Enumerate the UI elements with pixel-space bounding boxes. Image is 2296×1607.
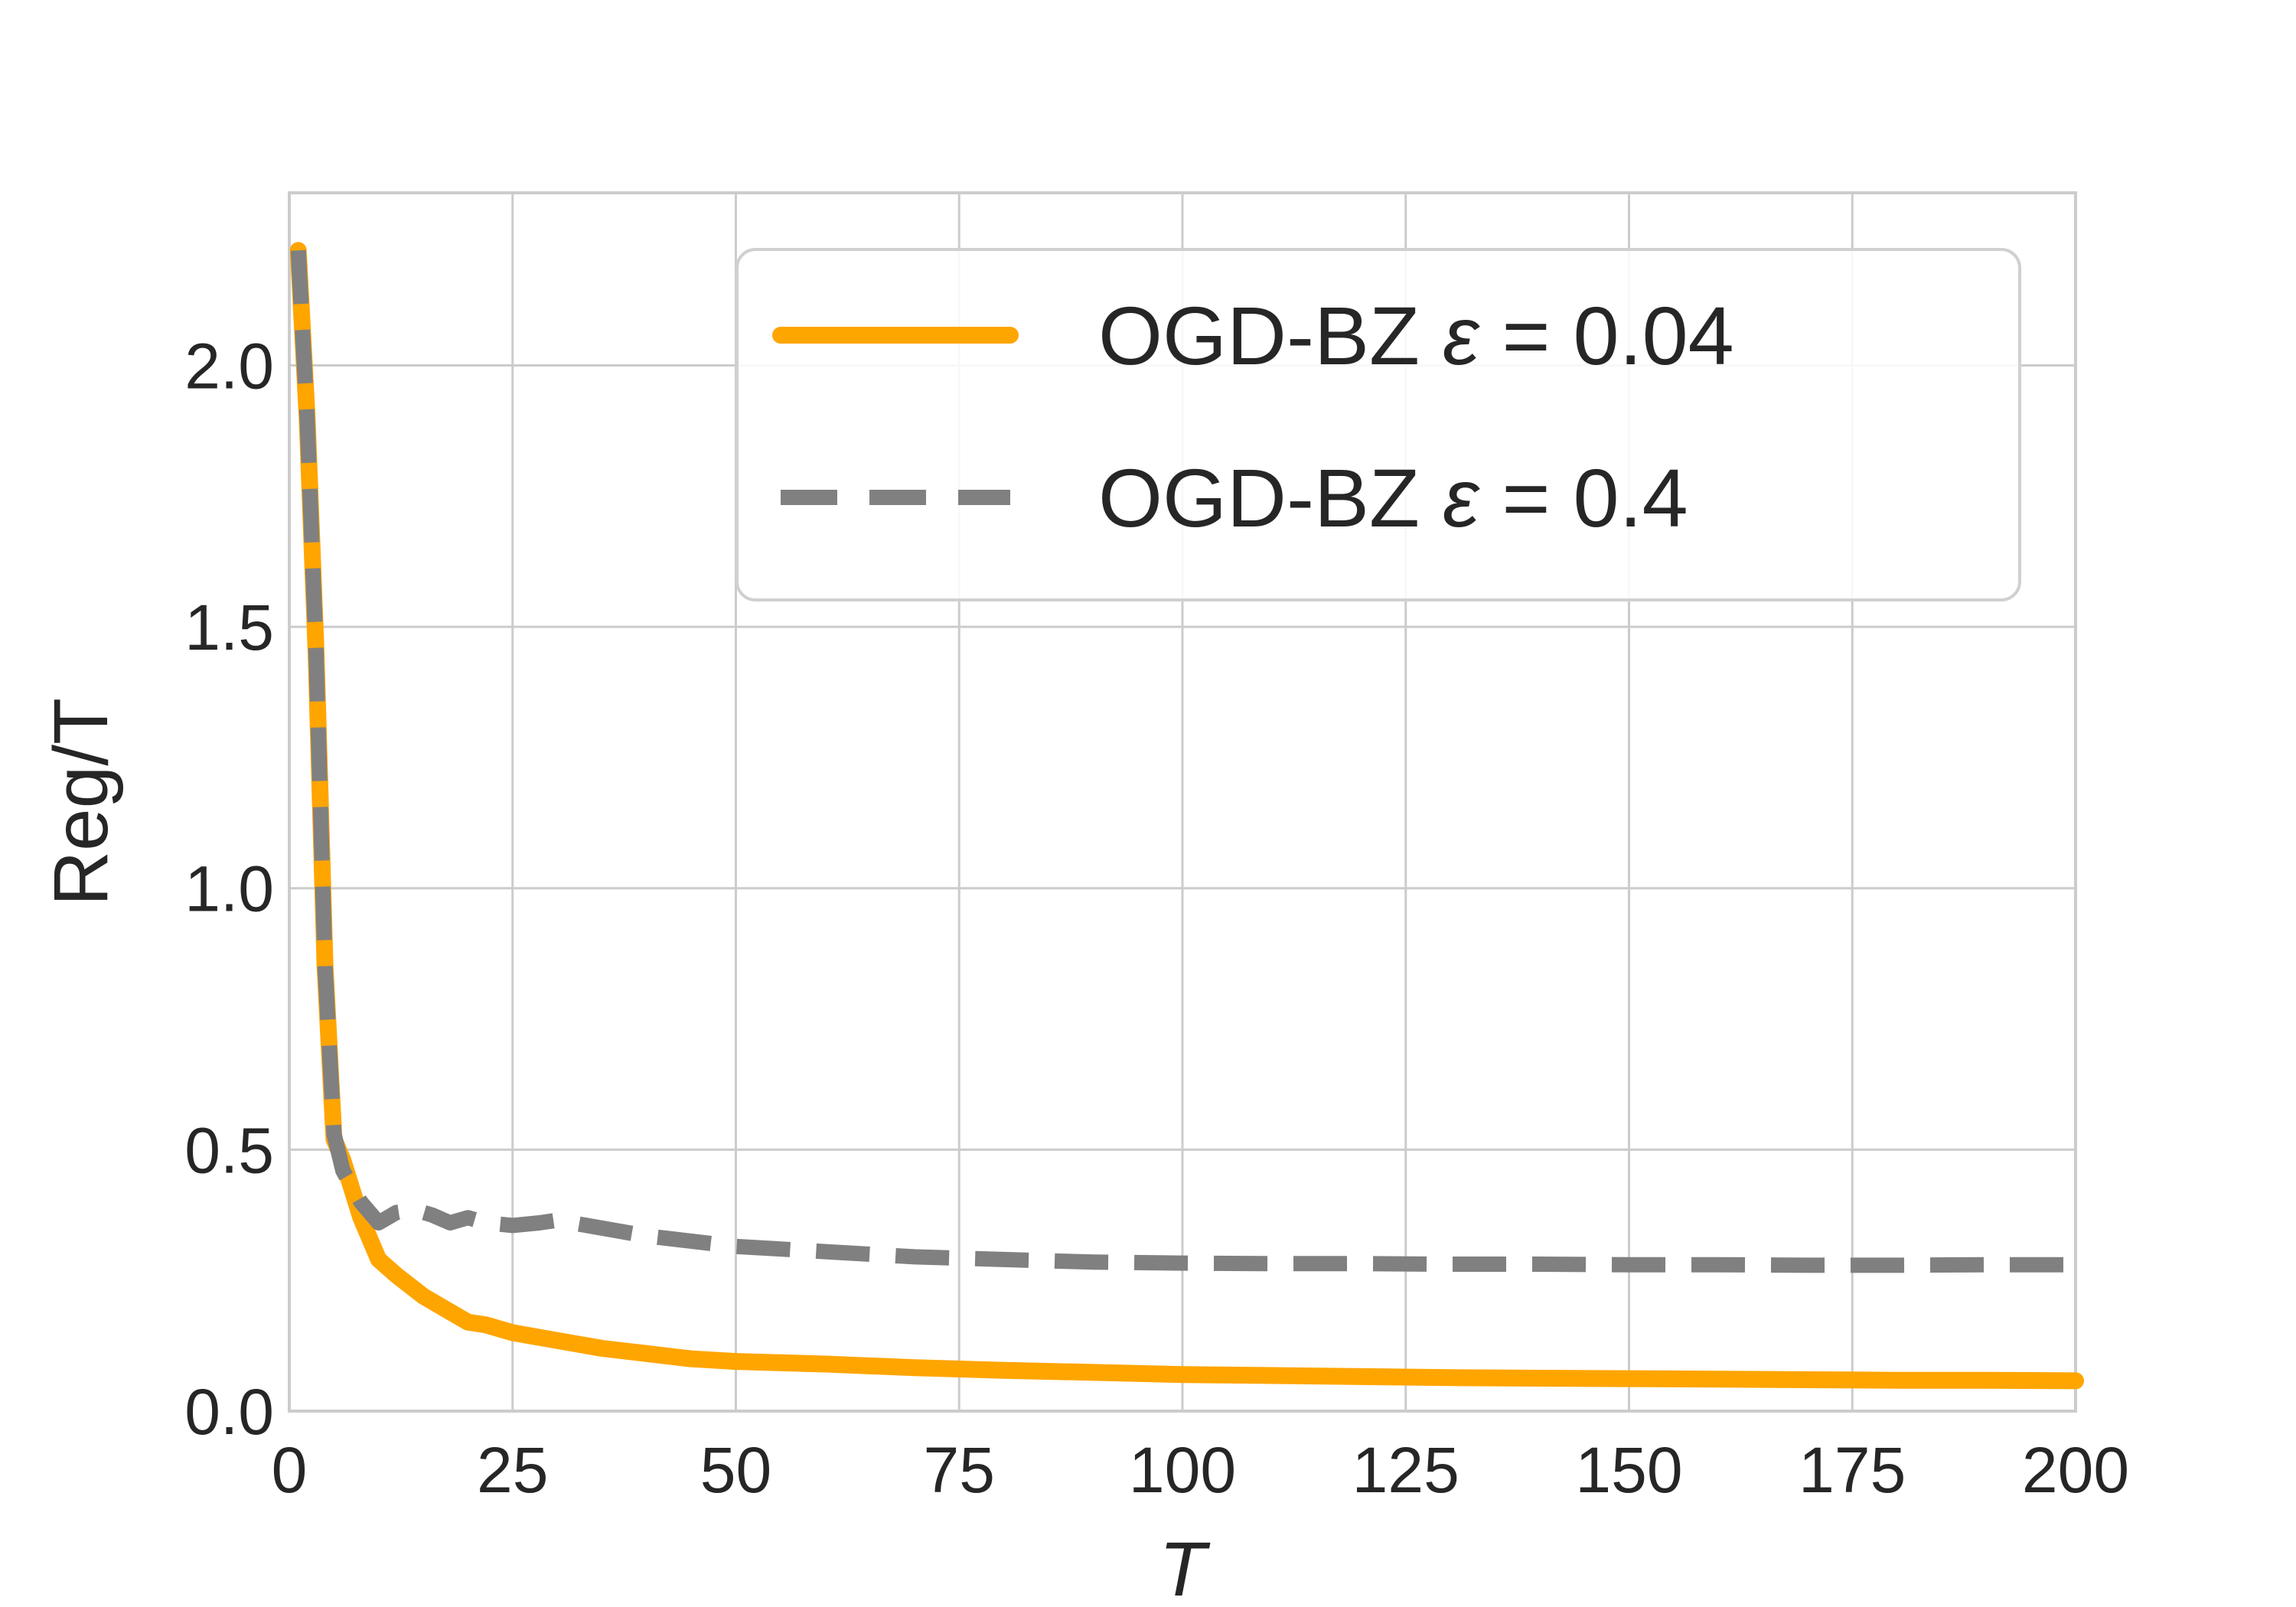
- x-tick-label-5: 125: [1352, 1434, 1459, 1506]
- series-line-1: [290, 249, 2076, 1273]
- x-tick-label-2: 50: [700, 1434, 771, 1506]
- y-tick-label-0: 0.0: [184, 1376, 274, 1448]
- legend-label-0: OGD-BZ ε = 0.04: [1098, 289, 1734, 382]
- x-tick-label-6: 150: [1575, 1434, 1682, 1506]
- x-tick-label-3: 75: [924, 1434, 995, 1506]
- series-line-0: [289, 242, 2084, 1390]
- x-axis-ticks: 0 25 50 75 100 125 150 175 200: [272, 1434, 2129, 1506]
- x-tick-label-4: 100: [1129, 1434, 1236, 1506]
- x-tick-label-8: 200: [2022, 1434, 2129, 1506]
- x-tick-label-1: 25: [477, 1434, 548, 1506]
- legend-box: [735, 248, 2021, 601]
- series-lines: [289, 242, 2084, 1390]
- y-axis-label: Reg/T: [38, 698, 124, 906]
- y-axis-ticks: 0.0 0.5 1.0 1.5 2.0: [184, 330, 274, 1448]
- x-axis-label: T: [1159, 1527, 1210, 1607]
- legend-label-1: OGD-BZ ε = 0.4: [1098, 451, 1688, 544]
- y-tick-label-2: 1.0: [184, 853, 274, 925]
- y-tick-label-4: 2.0: [184, 330, 274, 402]
- y-tick-label-3: 1.5: [184, 592, 274, 663]
- x-tick-label-0: 0: [272, 1434, 308, 1506]
- x-tick-label-7: 175: [1799, 1434, 1906, 1506]
- legend: OGD-BZ ε = 0.04 OGD-BZ ε = 0.4: [735, 248, 2021, 601]
- y-tick-label-1: 0.5: [184, 1114, 274, 1186]
